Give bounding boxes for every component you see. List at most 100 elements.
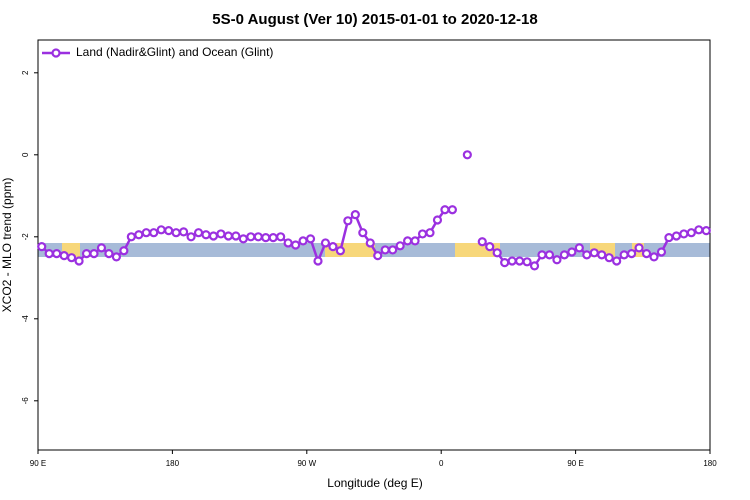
data-point (567, 247, 577, 257)
data-point (343, 216, 353, 226)
data-point (529, 261, 540, 271)
data-point (186, 232, 196, 242)
y-tick-label: -6 (21, 397, 30, 405)
data-point (89, 249, 99, 259)
data-point (96, 243, 107, 253)
data-point (679, 229, 689, 239)
data-point (619, 250, 629, 260)
data-point (388, 245, 398, 255)
data-point (612, 256, 622, 266)
data-point (66, 253, 77, 263)
data-point (671, 231, 682, 241)
x-tick-label: 90 W (297, 459, 316, 468)
data-point (432, 215, 443, 225)
y-tick-label: 0 (21, 152, 30, 157)
data-point (686, 228, 696, 238)
data-point (320, 238, 331, 248)
data-point (417, 229, 428, 239)
data-point (597, 250, 607, 260)
data-point (261, 233, 271, 243)
data-point (425, 228, 435, 238)
data-point (641, 249, 652, 259)
chart-title: 5S-0 August (Ver 10) 2015-01-01 to 2020-… (212, 11, 537, 28)
data-point (104, 249, 114, 259)
data-point (380, 245, 390, 255)
data-point (208, 231, 219, 241)
data-point (149, 228, 159, 238)
data-point (44, 249, 54, 259)
data-point (126, 232, 136, 242)
data-point (201, 230, 211, 240)
data-point (514, 256, 525, 266)
x-tick-label: 90 E (567, 459, 583, 468)
y-tick-label: 2 (21, 70, 30, 75)
data-point (701, 226, 711, 236)
data-point (298, 236, 308, 246)
data-point (231, 231, 241, 241)
x-axis-label: Longitude (deg E) (327, 476, 422, 490)
data-point (74, 256, 84, 266)
data-point (395, 241, 405, 251)
data-point (37, 242, 47, 252)
data-point (447, 205, 457, 215)
data-point (313, 256, 323, 266)
data-point (350, 210, 360, 220)
y-axis-label: XCO2 - MLO trend (ppm) (0, 178, 14, 313)
data-point (492, 248, 502, 258)
data-point (634, 243, 644, 253)
y-tick-label: -2 (21, 233, 30, 241)
data-point (626, 249, 637, 259)
data-point (246, 232, 256, 242)
data-point (477, 237, 487, 247)
data-point (171, 228, 181, 238)
data-point (134, 230, 144, 240)
legend-swatch-marker (51, 48, 61, 58)
data-point (141, 228, 151, 238)
data-point (410, 236, 420, 246)
data-point (559, 250, 570, 260)
data-point (403, 236, 413, 246)
x-tick-label: 90 E (30, 459, 46, 468)
data-point (268, 233, 278, 243)
data-point (193, 228, 204, 238)
data-point (253, 232, 263, 242)
data-point (111, 252, 122, 262)
data-point (358, 228, 368, 238)
data-point (485, 242, 495, 252)
data-point (238, 234, 248, 244)
data-point (462, 150, 472, 160)
data-point (335, 246, 345, 256)
data-point (649, 252, 659, 262)
data-point (664, 233, 674, 243)
data-point (574, 243, 584, 253)
data-point (179, 227, 189, 237)
x-tick-label: 0 (439, 459, 444, 468)
data-point (440, 205, 450, 215)
data-point (216, 229, 226, 239)
x-tick-label: 180 (703, 459, 717, 468)
legend-label: Land (Nadir&Glint) and Ocean (Glint) (76, 45, 273, 59)
data-point (283, 238, 293, 248)
data-point (291, 240, 301, 250)
data-point (656, 247, 667, 257)
data-point (500, 258, 510, 268)
data-point (589, 248, 599, 258)
data-point (328, 242, 338, 252)
data-point (276, 232, 286, 242)
data-point (544, 250, 555, 260)
data-point (552, 255, 562, 265)
data-point (365, 238, 375, 248)
data-point (52, 249, 62, 259)
data-point (537, 250, 547, 260)
data-point (694, 225, 704, 235)
data-point (373, 251, 383, 261)
data-point (522, 257, 532, 267)
data-point (305, 234, 316, 244)
data-point (604, 253, 614, 263)
data-point (164, 226, 174, 236)
data-point (59, 251, 69, 261)
data-point (156, 225, 166, 235)
data-point (119, 246, 129, 256)
data-point (81, 249, 92, 259)
